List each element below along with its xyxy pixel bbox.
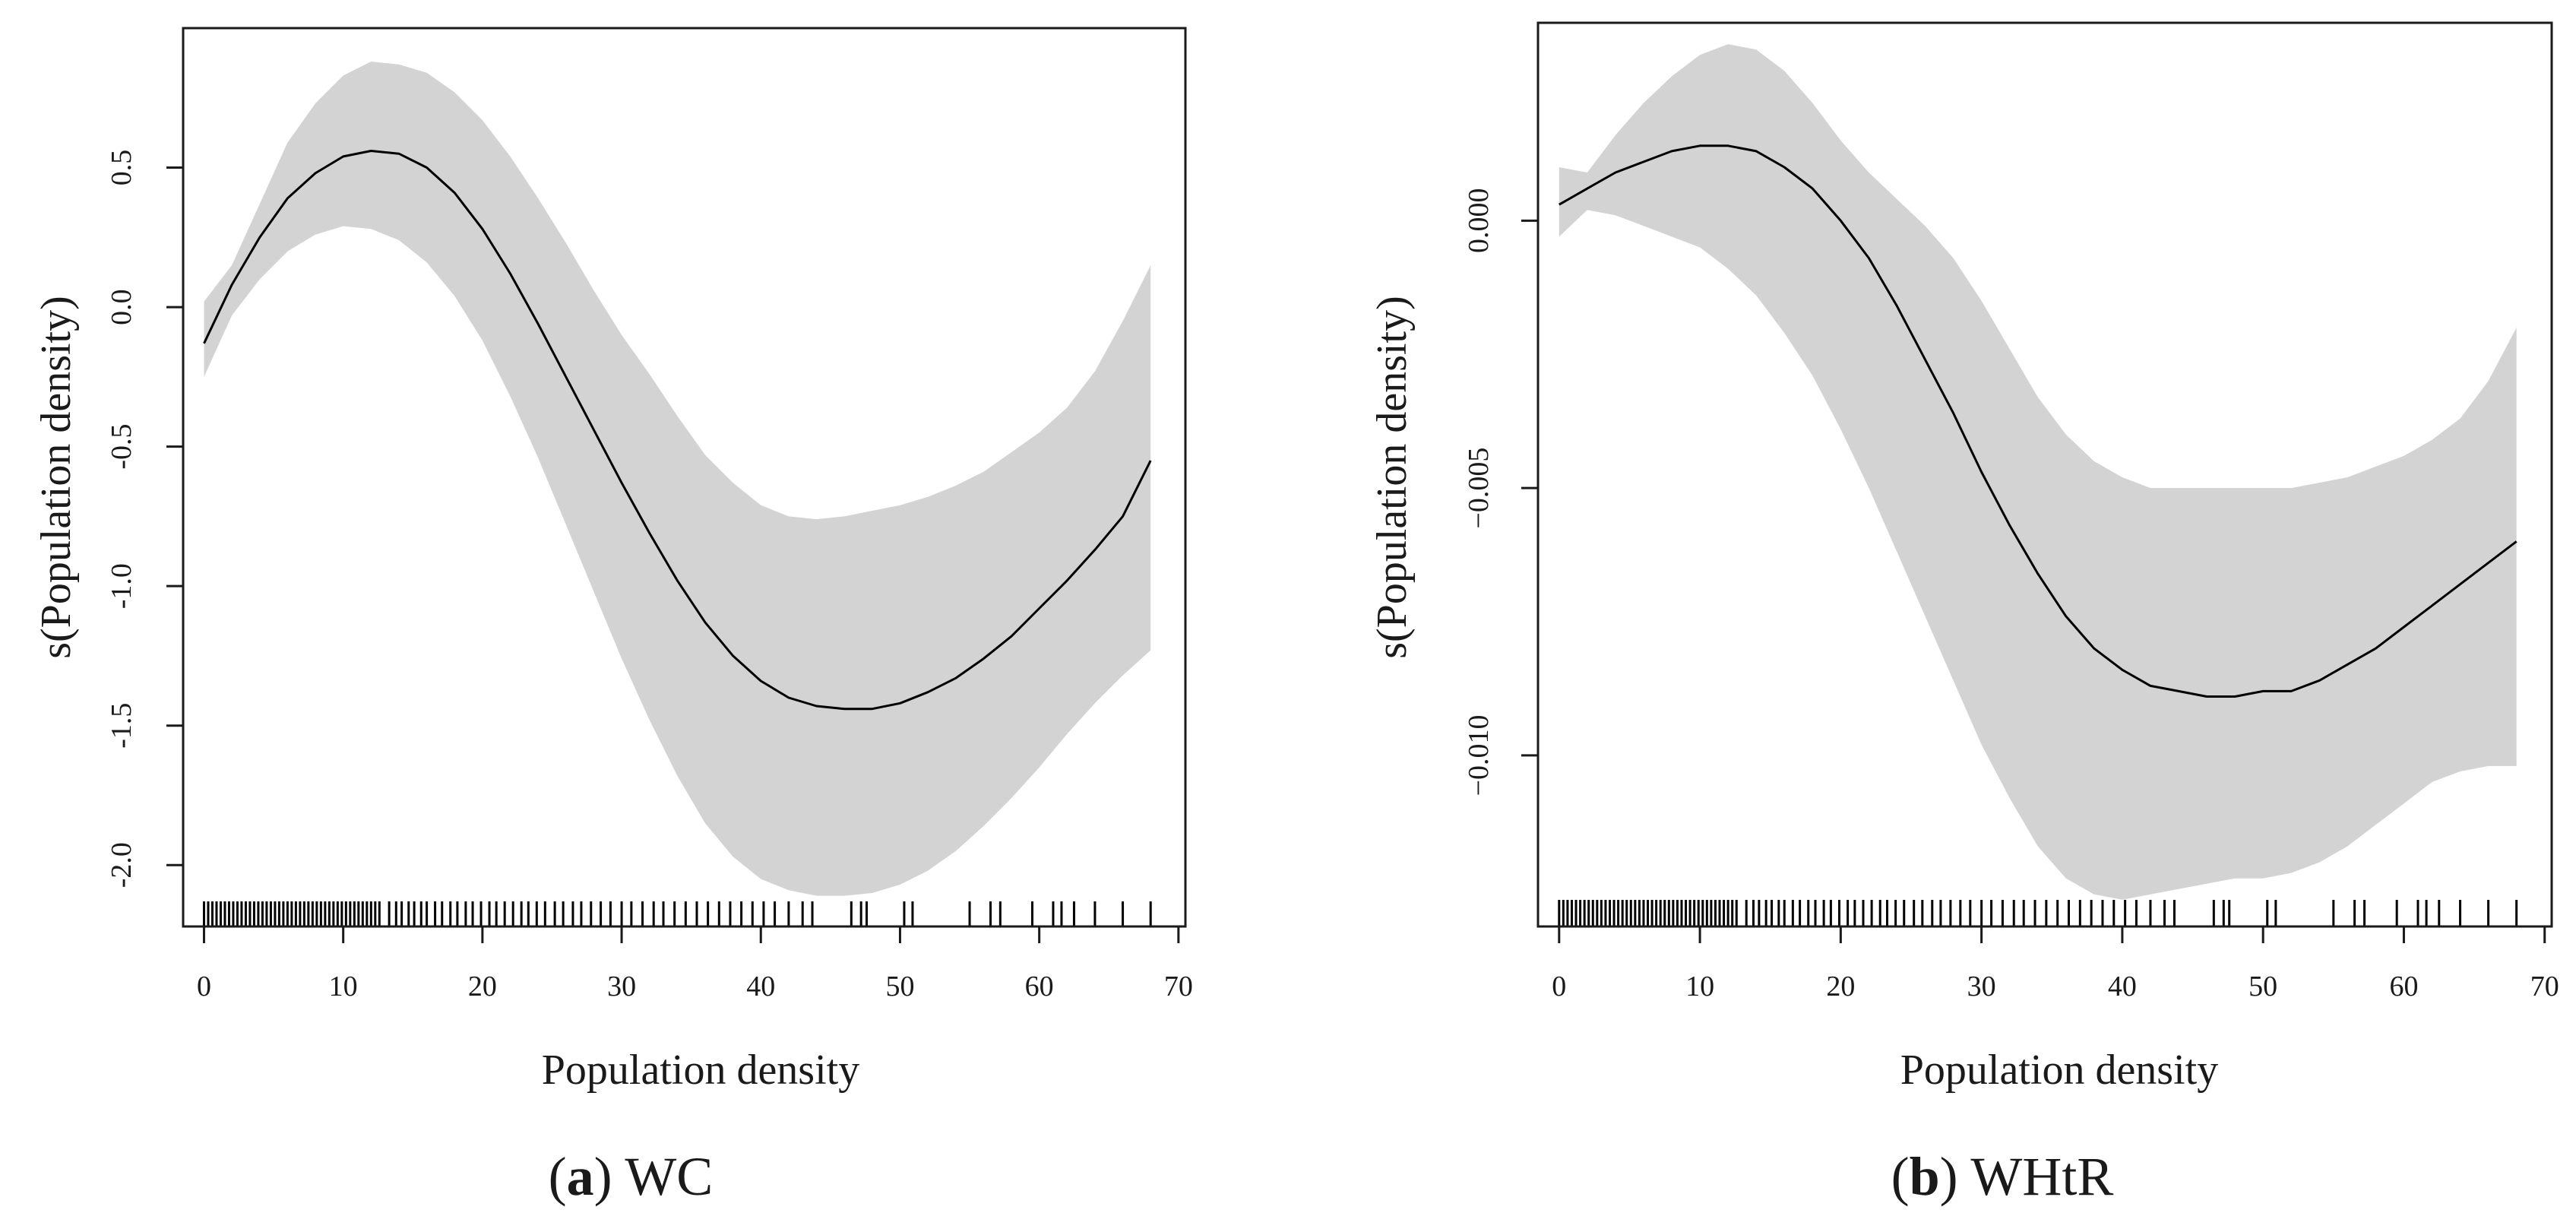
x-tick-label: 10 bbox=[329, 971, 358, 1002]
x-tick-label: 60 bbox=[2389, 971, 2418, 1002]
smooth-line bbox=[203, 150, 1152, 711]
x-tick-label: 50 bbox=[2248, 971, 2277, 1002]
confidence-band-group bbox=[1559, 44, 2517, 900]
confidence-band bbox=[1559, 44, 2517, 900]
y-axis: 0.000 −0.005 −0.010 bbox=[1463, 188, 1540, 796]
caption-text: WHtR bbox=[1970, 1146, 2113, 1207]
x-tick-label: 40 bbox=[746, 971, 775, 1002]
x-tick-label: 60 bbox=[1025, 971, 1054, 1002]
x-axis-title: Population density bbox=[1900, 1047, 2218, 1094]
x-tick-label: 10 bbox=[1685, 971, 1714, 1002]
x-tick-label: 20 bbox=[1826, 971, 1855, 1002]
smooth-line bbox=[1559, 144, 2517, 698]
y-tick-label: −0.005 bbox=[1463, 448, 1495, 529]
y-axis-title: s(Population density) bbox=[33, 296, 80, 659]
x-tick-label: 30 bbox=[607, 971, 636, 1002]
y-tick-label: 0.5 bbox=[106, 150, 138, 186]
rug-group bbox=[202, 901, 1152, 926]
panel-caption: (b) WHtR bbox=[1891, 1146, 2114, 1207]
confidence-band-group bbox=[204, 62, 1151, 896]
x-axis-title: Population density bbox=[542, 1047, 859, 1094]
panel-caption: (a) WC bbox=[549, 1146, 714, 1207]
y-tick-label: -0.5 bbox=[106, 424, 138, 470]
caption-text: WC bbox=[625, 1146, 713, 1207]
x-tick-label: 40 bbox=[2108, 971, 2137, 1002]
caption-close-paren: ) bbox=[1940, 1146, 1971, 1207]
panel-label: a bbox=[567, 1146, 594, 1207]
y-tick-label: -1.0 bbox=[106, 563, 138, 609]
panel-a-wc: 0 10 20 30 40 50 60 70 0.5 0.0 -0.5 -1.0 -1.5 -2.0 P… bbox=[33, 27, 1193, 1207]
x-tick-label: 0 bbox=[197, 971, 211, 1002]
x-tick-label: 0 bbox=[1552, 971, 1566, 1002]
x-tick-label: 70 bbox=[1164, 971, 1193, 1002]
smooth-line-group bbox=[203, 150, 1152, 711]
caption-open-paren: ( bbox=[1891, 1146, 1910, 1207]
x-tick-label: 30 bbox=[1967, 971, 1996, 1002]
confidence-band bbox=[204, 62, 1151, 896]
y-axis-title: s(Population density) bbox=[1369, 296, 1416, 659]
smooth-line-group bbox=[1559, 144, 2517, 698]
x-tick-label: 20 bbox=[468, 971, 497, 1002]
y-tick-label: 0.000 bbox=[1463, 188, 1495, 254]
panel-b-whtr: 0 10 20 30 40 50 60 70 0.000 −0.005 −0.010 Popula… bbox=[1369, 21, 2559, 1207]
x-tick-label: 70 bbox=[2530, 971, 2559, 1002]
x-tick-label: 50 bbox=[885, 971, 914, 1002]
caption-open-paren: ( bbox=[549, 1146, 567, 1207]
panel-label: b bbox=[1910, 1146, 1940, 1207]
y-tick-label: −0.010 bbox=[1463, 714, 1495, 796]
y-tick-label: 0.0 bbox=[106, 289, 138, 325]
y-axis: 0.5 0.0 -0.5 -1.0 -1.5 -2.0 bbox=[106, 150, 185, 888]
caption-close-paren: ) bbox=[594, 1146, 625, 1207]
y-tick-label: -2.0 bbox=[106, 842, 138, 888]
x-axis: 0 10 20 30 40 50 60 70 bbox=[1552, 925, 2559, 1002]
rug-group bbox=[1558, 900, 2518, 926]
y-tick-label: -1.5 bbox=[106, 703, 138, 749]
x-axis: 0 10 20 30 40 50 60 70 bbox=[197, 925, 1193, 1002]
